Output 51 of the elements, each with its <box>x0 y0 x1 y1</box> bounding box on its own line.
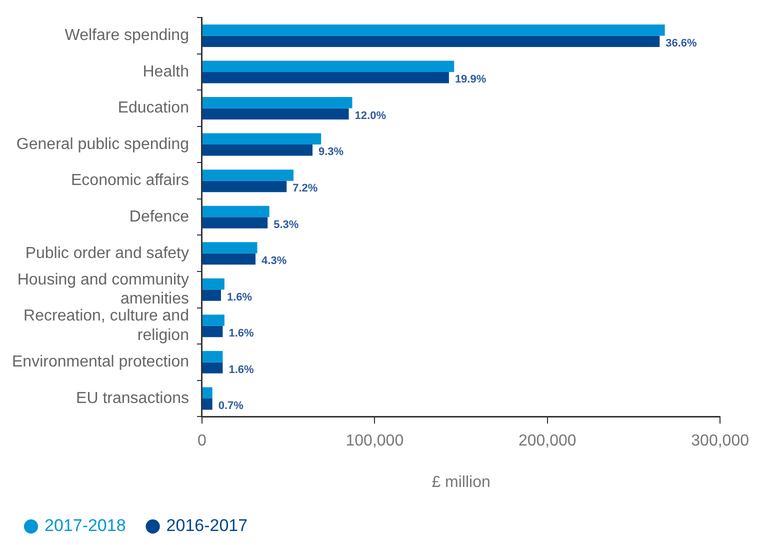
bar <box>202 350 223 362</box>
annotation: 36.6% <box>666 37 698 50</box>
y-tick-label: Health <box>142 63 189 80</box>
y-tick-label: Recreation, culture and religion <box>24 308 189 344</box>
bar <box>202 133 322 145</box>
annotation: 19.9% <box>454 74 486 86</box>
bar <box>202 144 313 156</box>
y-tick-label: Housing and community amenities <box>17 271 189 308</box>
bar <box>202 398 212 410</box>
x-tick-label: 200,000 <box>518 432 576 450</box>
annotation: 7.2% <box>292 182 318 194</box>
annotation: 9.3% <box>318 146 344 158</box>
bar <box>202 290 221 301</box>
annotation: 1.6% <box>228 328 254 340</box>
annotation: 5.3% <box>274 218 299 231</box>
y-tick-label: General public spending <box>16 136 189 153</box>
bar <box>202 24 665 36</box>
annotation: 4.3% <box>262 255 287 268</box>
bar <box>202 60 454 72</box>
y-tick-label: Defence <box>129 208 190 226</box>
x-tick-label: 300,000 <box>691 432 750 450</box>
bar <box>202 362 223 374</box>
y-tick-label: Economic affairs <box>71 172 189 190</box>
bar <box>202 108 349 120</box>
y-tick-label: Public order and safety <box>25 244 189 262</box>
legend-label: 2017-2018 <box>44 516 126 536</box>
bar <box>202 72 449 84</box>
bar <box>202 217 268 228</box>
x-tick-label: 0 <box>198 432 207 450</box>
bar <box>202 36 660 47</box>
y-tick-label: EU transactions <box>76 390 189 407</box>
bar <box>202 180 287 192</box>
y-tick-label: Environmental protection <box>12 354 189 371</box>
annotation: 1.6% <box>226 291 252 304</box>
bar <box>202 206 270 218</box>
bar <box>202 314 224 326</box>
x-tick-label: 100,000 <box>346 432 404 450</box>
bar <box>202 253 256 265</box>
bar <box>202 242 258 254</box>
annotation: 12.0% <box>354 110 386 122</box>
bar <box>202 278 224 290</box>
bar <box>202 97 352 108</box>
y-tick-label: Welfare spending <box>64 27 189 44</box>
annotation: 0.7% <box>218 400 244 412</box>
y-tick-label: Education <box>118 100 189 117</box>
x-axis-title: £ million <box>432 474 490 491</box>
annotation: 1.6% <box>228 364 254 376</box>
legend-label: 2016-2017 <box>166 516 248 536</box>
bar <box>202 170 294 181</box>
bar <box>202 387 212 398</box>
bar <box>202 326 223 338</box>
